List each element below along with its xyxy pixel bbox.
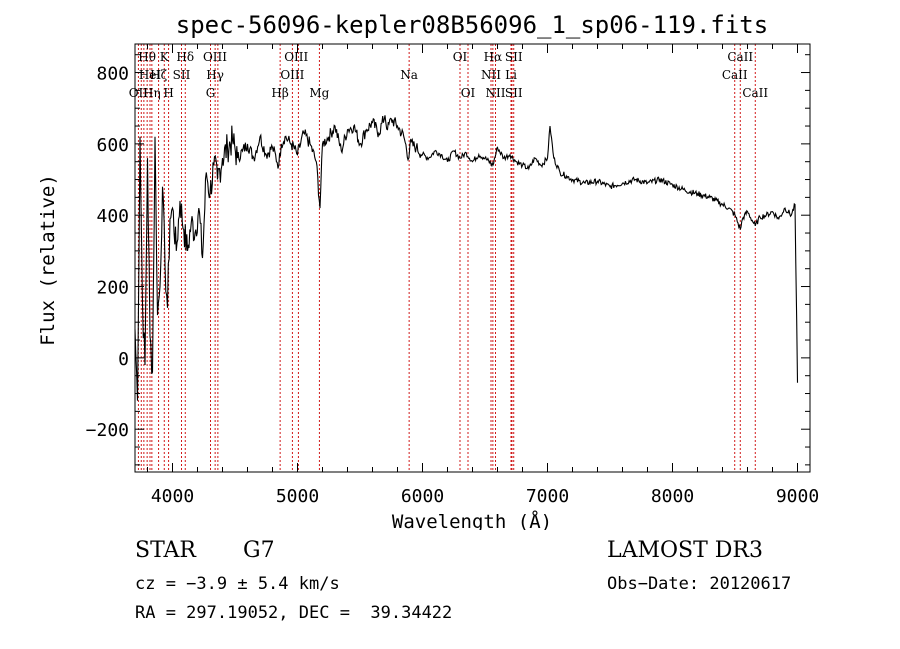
- object-class: STAR: [135, 538, 196, 563]
- line-annotation: Hθ: [138, 50, 156, 64]
- y-tick-label: 600: [96, 135, 129, 156]
- line-annotation: Hδ: [176, 50, 194, 64]
- coordinates-text: RA = 297.19052, DEC = 39.34422: [135, 603, 453, 623]
- line-annotation: Hζ: [150, 68, 167, 82]
- obs-date-text: Obs−Date: 20120617: [607, 574, 792, 594]
- x-tick-label: 4000: [151, 486, 194, 507]
- line-annotation: CaII: [722, 68, 748, 82]
- line-annotation: Hβ: [271, 86, 288, 100]
- line-annotation: HeI: [139, 68, 162, 82]
- y-axis-label: Flux (relative): [37, 174, 59, 346]
- spectrum-chart: spec-56096-kepler08B56096_1_sp06-119.fit…: [37, 11, 819, 530]
- line-annotation: SII: [173, 68, 191, 82]
- survey-name: LAMOST DR3: [607, 538, 763, 563]
- line-annotation: Na: [400, 68, 418, 82]
- x-tick-label: 8000: [651, 486, 694, 507]
- line-annotation: G: [206, 86, 216, 100]
- line-annotation: OII: [129, 86, 149, 100]
- line-annotation: Li: [505, 68, 517, 82]
- x-tick-label: 7000: [526, 486, 569, 507]
- line-annotation: CaII: [742, 86, 768, 100]
- line-annotation: OIII: [284, 50, 308, 64]
- line-annotation: OIII: [203, 50, 227, 64]
- y-tick-label: 400: [96, 206, 129, 227]
- object-subclass: G7: [243, 538, 275, 563]
- y-axis: −200 0 200 400 600 800: [86, 54, 810, 466]
- line-annotation: K: [160, 50, 170, 64]
- x-tick-label: 6000: [401, 486, 444, 507]
- y-tick-label: −200: [86, 420, 129, 441]
- line-markers: [137, 44, 756, 472]
- x-tick-label: 9000: [776, 486, 819, 507]
- y-tick-label: 800: [96, 64, 129, 85]
- y-tick-label: 0: [118, 349, 129, 370]
- line-annotation: SII: [505, 50, 523, 64]
- x-axis-label: Wavelength (Å): [392, 510, 552, 530]
- line-annotation: OI: [453, 50, 468, 64]
- x-tick-label: 5000: [276, 486, 319, 507]
- redshift-text: cz = −3.9 ± 5.4 km/s: [135, 574, 340, 594]
- line-annotation: CaII: [727, 50, 753, 64]
- y-tick-label: 200: [96, 278, 129, 299]
- line-annotation: NII: [481, 68, 501, 82]
- x-axis: 4000 5000 6000 7000 8000 9000: [147, 44, 819, 507]
- line-annotation: SII: [505, 86, 523, 100]
- line-annotation: OI: [461, 86, 476, 100]
- line-annotation: Hα: [484, 50, 503, 64]
- line-annotation: OIII: [280, 68, 304, 82]
- flux-series-line: [134, 115, 799, 401]
- line-annotation: Hγ: [206, 68, 224, 82]
- plot-frame: [134, 43, 811, 473]
- line-annotation: H: [163, 86, 173, 100]
- line-annotation: NII: [486, 86, 506, 100]
- chart-title: spec-56096-kepler08B56096_1_sp06-119.fit…: [176, 11, 768, 39]
- line-annotation: Mg: [309, 86, 329, 100]
- line-annotation: Hη: [143, 86, 161, 100]
